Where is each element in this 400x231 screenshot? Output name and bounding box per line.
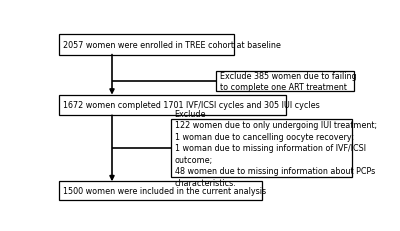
FancyBboxPatch shape [59, 182, 262, 200]
Text: Exclude
122 women due to only undergoing IUI treatment;
1 woman due to cancellin: Exclude 122 women due to only undergoing… [175, 109, 377, 187]
FancyBboxPatch shape [59, 95, 286, 116]
Text: 1500 women were included in the current analysis: 1500 women were included in the current … [63, 186, 266, 195]
FancyBboxPatch shape [59, 35, 234, 55]
Text: Exclude 385 women due to failing
to complete one ART treatment: Exclude 385 women due to failing to comp… [220, 71, 356, 92]
FancyBboxPatch shape [171, 119, 352, 177]
Text: 2057 women were enrolled in TREE cohort at baseline: 2057 women were enrolled in TREE cohort … [63, 41, 281, 49]
FancyBboxPatch shape [216, 71, 354, 92]
Text: 1672 women completed 1701 IVF/ICSI cycles and 305 IUI cycles: 1672 women completed 1701 IVF/ICSI cycle… [63, 101, 320, 110]
